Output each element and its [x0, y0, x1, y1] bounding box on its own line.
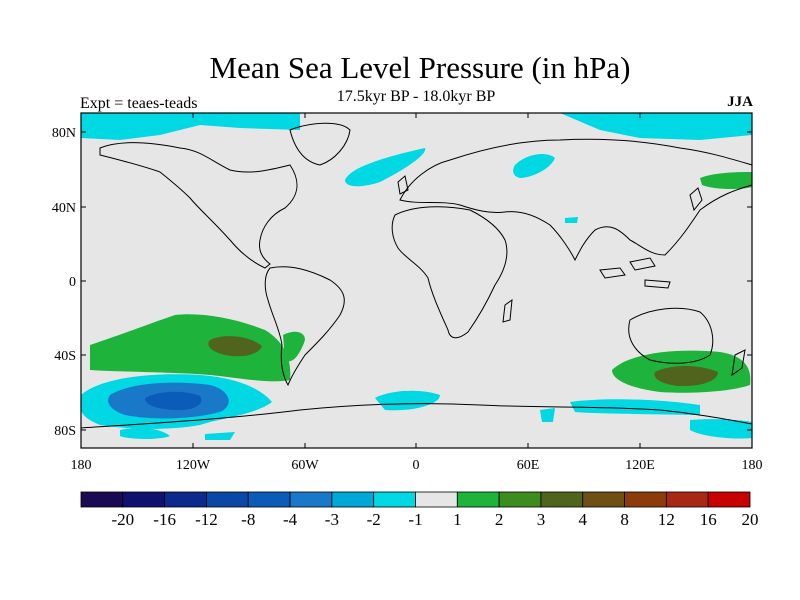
colorbar-swatch	[707, 491, 751, 508]
colorbar-label: 20	[742, 510, 759, 529]
patagonia-positive-anomaly	[283, 331, 305, 362]
lat-tick-label: 0	[69, 275, 76, 290]
longitude-axis: 180 120W 60W 0 60E 120E 180	[71, 113, 763, 473]
antarctic-negative-fringe-2	[205, 432, 235, 440]
colorbar-label: 2	[495, 510, 504, 529]
lon-tick-label: 120E	[625, 458, 655, 473]
colorbar-swatch	[373, 491, 416, 508]
colorbar-label: 12	[658, 510, 675, 529]
colorbar-swatch	[624, 491, 667, 508]
colorbar-label: 4	[579, 510, 588, 529]
colorbar-label: -8	[241, 510, 255, 529]
lon-tick-label: 180	[71, 458, 92, 473]
lon-tick-label: 120W	[176, 458, 211, 473]
indian-south-negative-anomaly	[540, 408, 555, 422]
colorbar-swatch	[540, 491, 584, 508]
india-negative-anomaly	[565, 217, 578, 223]
colorbar-label: -16	[153, 510, 176, 529]
antarctic-east-negative	[690, 419, 752, 439]
antarctic-negative-fringe	[120, 428, 170, 439]
lon-tick-label: 60E	[517, 458, 540, 473]
colorbar-swatch	[665, 491, 709, 508]
lon-tick-label: 0	[413, 458, 420, 473]
lon-tick-label: 60W	[291, 458, 319, 473]
south-pacific-positive-core	[208, 336, 262, 357]
map-title: Mean Sea Level Pressure (in hPa)	[209, 50, 631, 85]
lat-tick-label: 40S	[54, 349, 76, 364]
atlantic-south-negative-anomaly	[375, 390, 440, 411]
experiment-label: Expt = teaes-teads	[80, 95, 198, 112]
colorbar-swatch	[582, 491, 625, 508]
colorbar-swatch	[331, 491, 375, 508]
colorbar-swatch	[122, 491, 166, 508]
north-atlantic-negative-anomaly	[345, 148, 426, 187]
colorbar-label: 1	[453, 510, 462, 529]
colorbar-swatch	[206, 491, 249, 508]
season-label: JJA	[727, 94, 753, 110]
colorbar-swatch	[498, 491, 542, 508]
latitude-axis: 80N 40N 0 40S 80S	[52, 126, 752, 439]
colorbar-swatch	[80, 491, 124, 508]
colorbar-label: 3	[537, 510, 546, 529]
pacific-positive-anomaly-north	[700, 172, 752, 190]
colorbar-label: 8	[620, 510, 629, 529]
colorbar-label: -2	[367, 510, 381, 529]
south-pacific-positive-anomaly	[90, 314, 291, 382]
lat-tick-label: 80N	[52, 126, 76, 141]
colorbar-label: -12	[195, 510, 218, 529]
australia-south-positive-core	[654, 366, 718, 387]
colorbar-label: -4	[283, 510, 298, 529]
coastlines	[81, 122, 752, 429]
lat-tick-label: 80S	[54, 424, 76, 439]
colorbar-label: -1	[408, 510, 422, 529]
arctic-negative-anomaly-east	[560, 113, 752, 140]
colorbar: -20 -16 -12 -8 -4 -3 -2 -1 1 2 3 4 8 12 16 20	[80, 491, 759, 529]
pressure-anomaly-fields	[81, 113, 752, 440]
map-subtitle: 17.5kyr BP - 18.0kyr BP	[336, 88, 496, 105]
southern-ocean-negative-core	[145, 391, 202, 410]
colorbar-swatch	[415, 491, 458, 508]
lat-tick-label: 40N	[52, 201, 76, 216]
colorbar-swatch	[289, 491, 333, 508]
arctic-negative-anomaly	[81, 113, 300, 140]
colorbar-swatch	[164, 491, 207, 508]
lon-tick-label: 180	[742, 458, 763, 473]
colorbar-label: -20	[111, 510, 134, 529]
colorbar-label: -3	[325, 510, 339, 529]
colorbar-swatch	[247, 491, 291, 508]
colorbar-swatch	[456, 491, 500, 508]
siberia-negative-anomaly	[513, 154, 555, 178]
colorbar-label: 16	[700, 510, 717, 529]
